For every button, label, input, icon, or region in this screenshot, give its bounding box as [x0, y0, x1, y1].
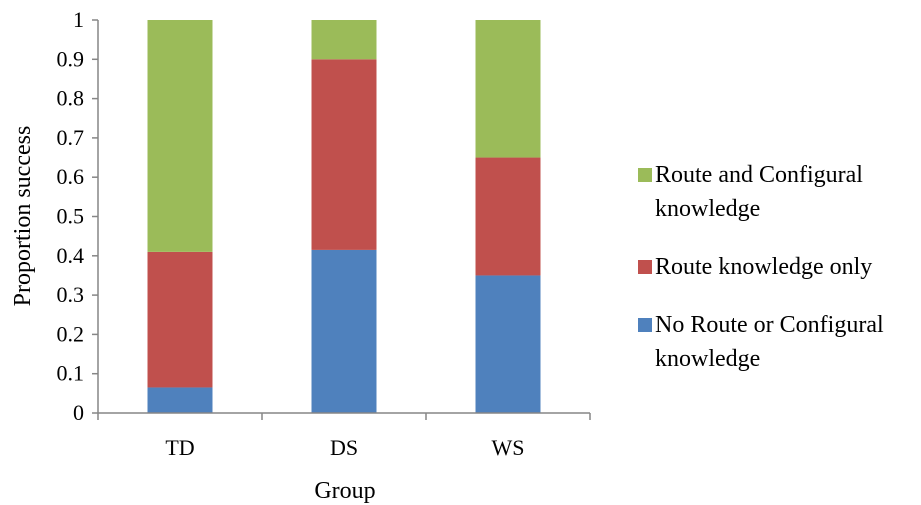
y-tick-label: 0.3: [57, 282, 85, 307]
legend-label-line2: knowledge: [655, 196, 761, 222]
legend-label-line2: knowledge: [655, 346, 761, 372]
y-axis-title: Proportion success: [10, 126, 36, 307]
legend-swatch-blue: [638, 318, 652, 332]
bar-td-series-1: [147, 251, 213, 388]
x-tick-label-ds: DS: [330, 435, 358, 460]
legend-item-route-only: Route knowledge only: [630, 250, 921, 284]
bar-ds-series-0: [311, 249, 377, 413]
bars-group: [147, 20, 541, 413]
legend-item-no-route: No Route or Configural knowledge: [630, 308, 921, 376]
y-tick-label: 1: [73, 7, 84, 32]
bar-ds-series-1: [311, 59, 377, 250]
bar-td-series-2: [147, 20, 213, 252]
legend-label-line1: Route and Configural: [655, 162, 863, 188]
x-ticks-group: TD DS WS: [97, 413, 591, 460]
legend-item-route-and-configural: Route and Configural knowledge: [630, 158, 921, 226]
bar-ds-series-2: [311, 20, 377, 60]
y-tick-label: 0.9: [57, 46, 85, 71]
legend-swatch-green: [638, 168, 652, 182]
y-ticks-group: 0 0.1 0.2 0.3 0.4 0.5 0.6 0.7 0.8 0.9 1: [57, 7, 98, 425]
y-tick-label: 0.6: [57, 164, 85, 189]
bar-ws-series-2: [475, 20, 541, 158]
y-tick-label: 0.4: [57, 243, 85, 268]
y-tick-label: 0.7: [57, 125, 85, 150]
y-tick-label: 0.8: [57, 86, 85, 111]
x-axis-title: Group: [314, 478, 375, 504]
x-tick-label-ws: WS: [492, 435, 525, 460]
y-tick-label: 0: [73, 400, 84, 425]
legend-label-line1: No Route or Configural: [655, 312, 884, 338]
bar-ws-series-1: [475, 157, 541, 276]
y-tick-label: 0.2: [57, 321, 85, 346]
bar-td-series-0: [147, 387, 213, 413]
y-tick-label: 0.5: [57, 204, 85, 229]
y-tick-label: 0.1: [57, 361, 85, 386]
x-tick-label-td: TD: [165, 435, 194, 460]
legend: Route and Configural knowledge Route kno…: [630, 158, 921, 400]
legend-swatch-red: [638, 260, 652, 274]
bar-ws-series-0: [475, 275, 541, 413]
legend-label-line1: Route knowledge only: [655, 254, 873, 280]
